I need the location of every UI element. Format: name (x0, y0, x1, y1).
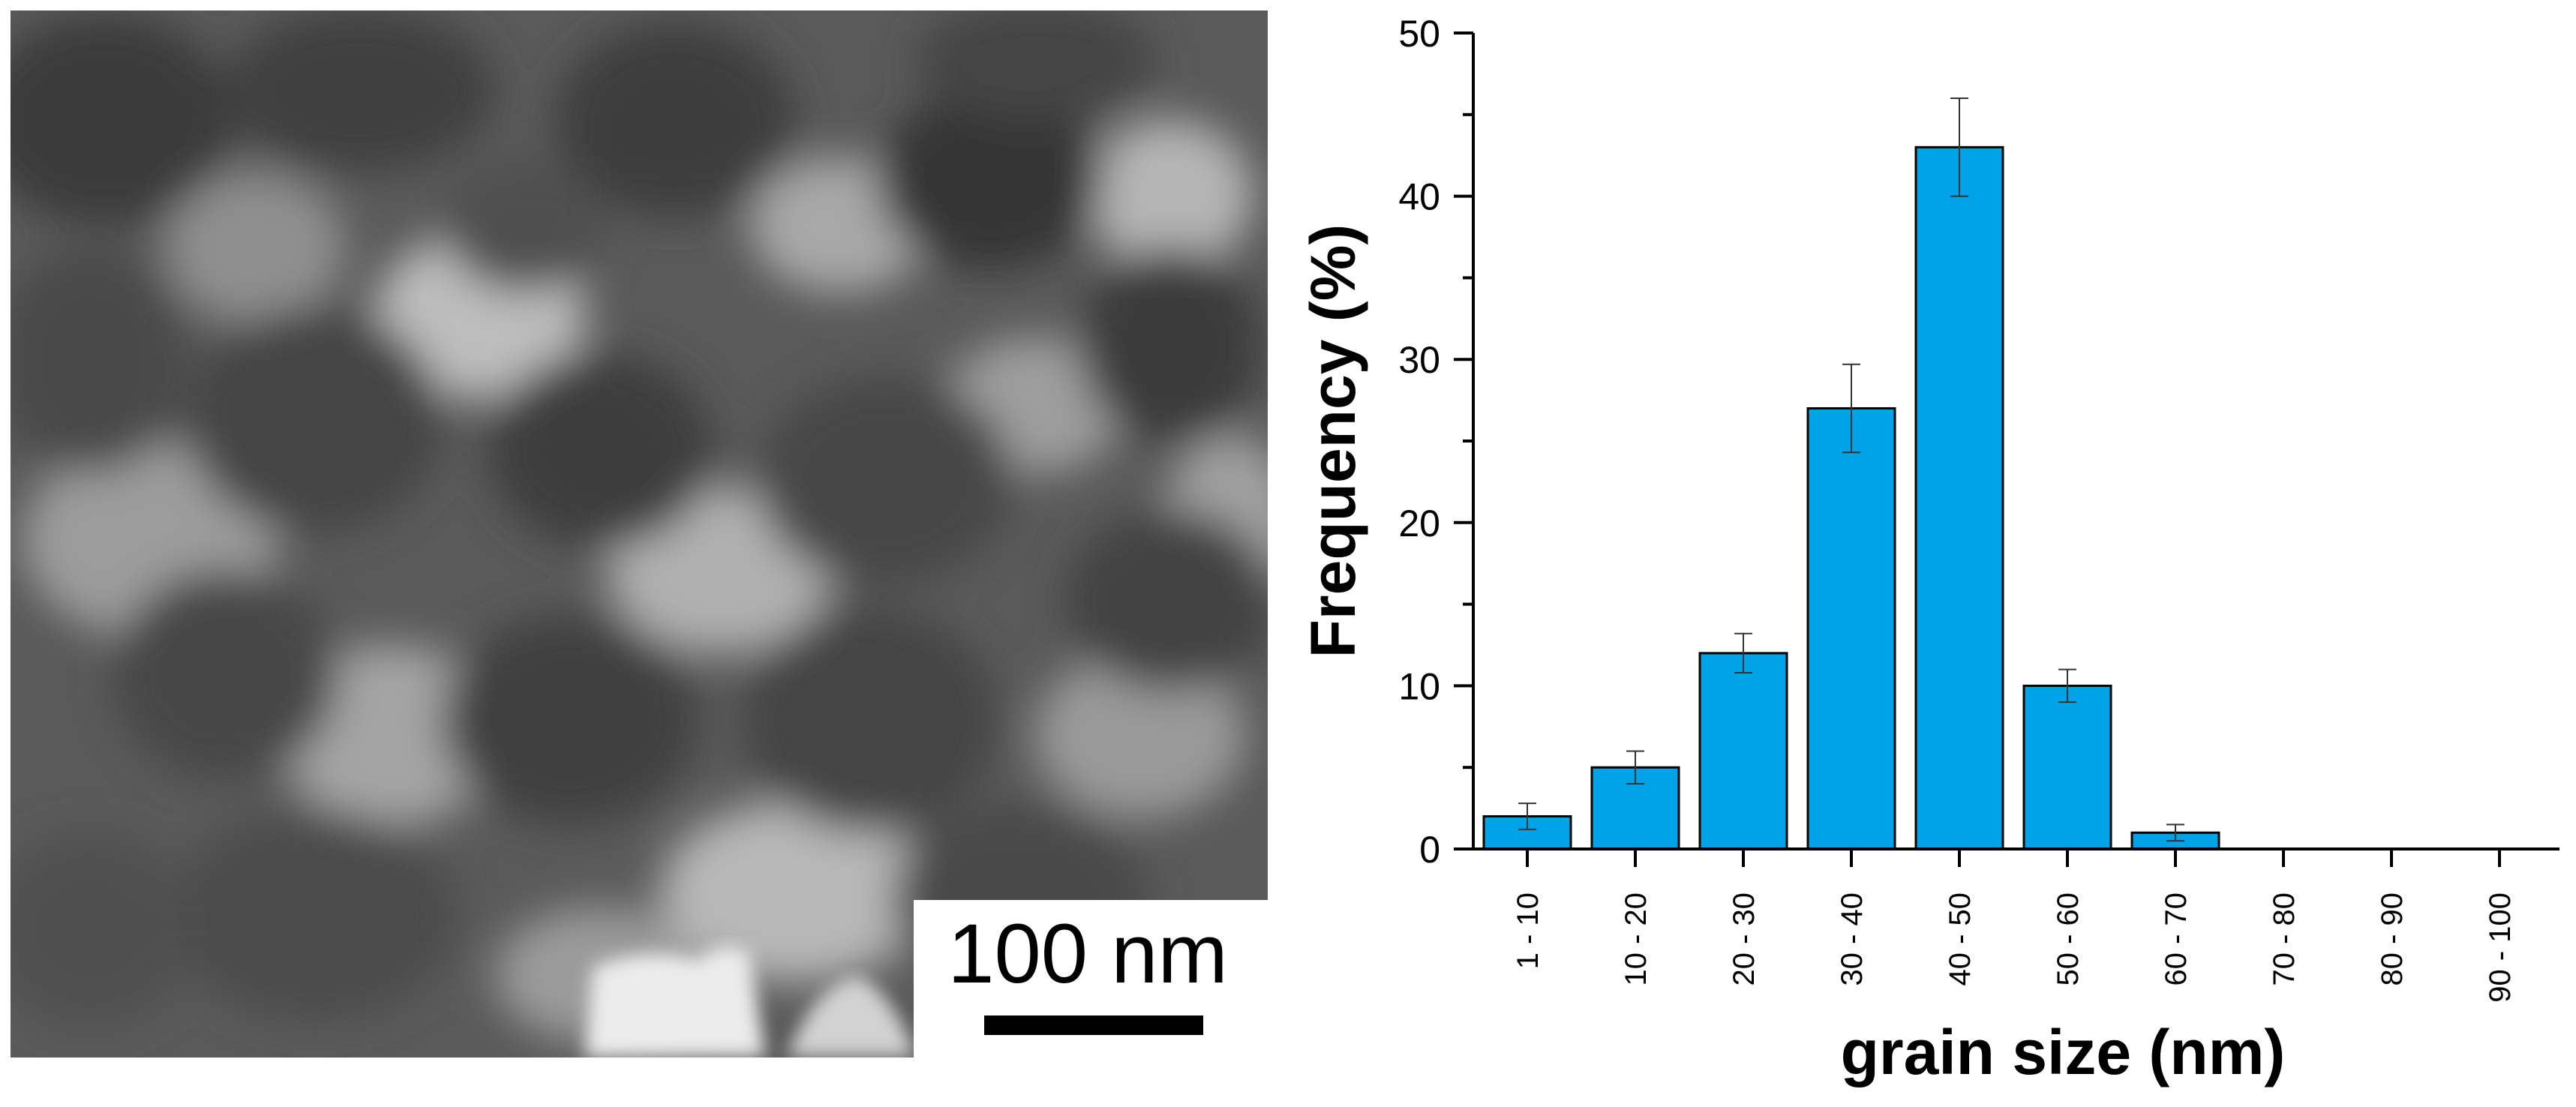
y-axis-ticks: 0 10 20 30 40 50 (1398, 13, 1473, 871)
substrate-region-right (788, 975, 915, 1058)
bar-40-50 (1914, 146, 2004, 850)
micrograph-texture (11, 10, 1268, 1042)
x-tick-label: 1 - 10 (1512, 892, 1545, 969)
y-axis-title: Frequency (%) (1298, 224, 1368, 658)
y-tick-label: 20 (1398, 502, 1440, 544)
x-tick-label: 70 - 80 (2268, 892, 2301, 986)
x-tick-label: 60 - 70 (2160, 892, 2193, 986)
bar-20-30 (1698, 652, 1788, 850)
x-tick-label: 80 - 90 (2376, 892, 2409, 986)
substrate-region (585, 946, 765, 1058)
micrograph-panel: 100 nm (11, 10, 1268, 1058)
x-tick-label: 90 - 100 (2484, 892, 2517, 1003)
y-tick-label: 40 (1398, 176, 1440, 218)
x-axis-ticks: 1 - 10 10 - 20 20 - 30 30 - 40 40 - 50 50 - 6… (1512, 849, 2517, 1003)
bar-50-60 (2022, 684, 2112, 850)
histogram-chart: 0 10 20 30 40 50 1 - 10 10 - 20 20 - 30 30 - 40 4… (1298, 13, 2559, 1088)
x-axis-title: grain size (nm) (1841, 1017, 2286, 1088)
x-tick-label: 50 - 60 (2052, 892, 2085, 986)
scale-bar-line (984, 1016, 1203, 1035)
x-tick-label: 40 - 50 (1944, 892, 1977, 986)
y-tick-label: 30 (1398, 339, 1440, 381)
error-bars (1518, 98, 2184, 842)
y-tick-label: 50 (1398, 13, 1440, 55)
bar-30-40 (1806, 406, 1896, 850)
x-tick-label: 10 - 20 (1620, 892, 1653, 986)
x-tick-label: 20 - 30 (1728, 892, 1761, 986)
scale-bar: 100 nm (914, 900, 1268, 1058)
y-tick-label: 10 (1398, 665, 1440, 707)
x-tick-label: 30 - 40 (1836, 892, 1869, 986)
bars (1482, 146, 2220, 850)
y-tick-label: 0 (1419, 829, 1440, 871)
scale-bar-label: 100 nm (947, 907, 1228, 1000)
